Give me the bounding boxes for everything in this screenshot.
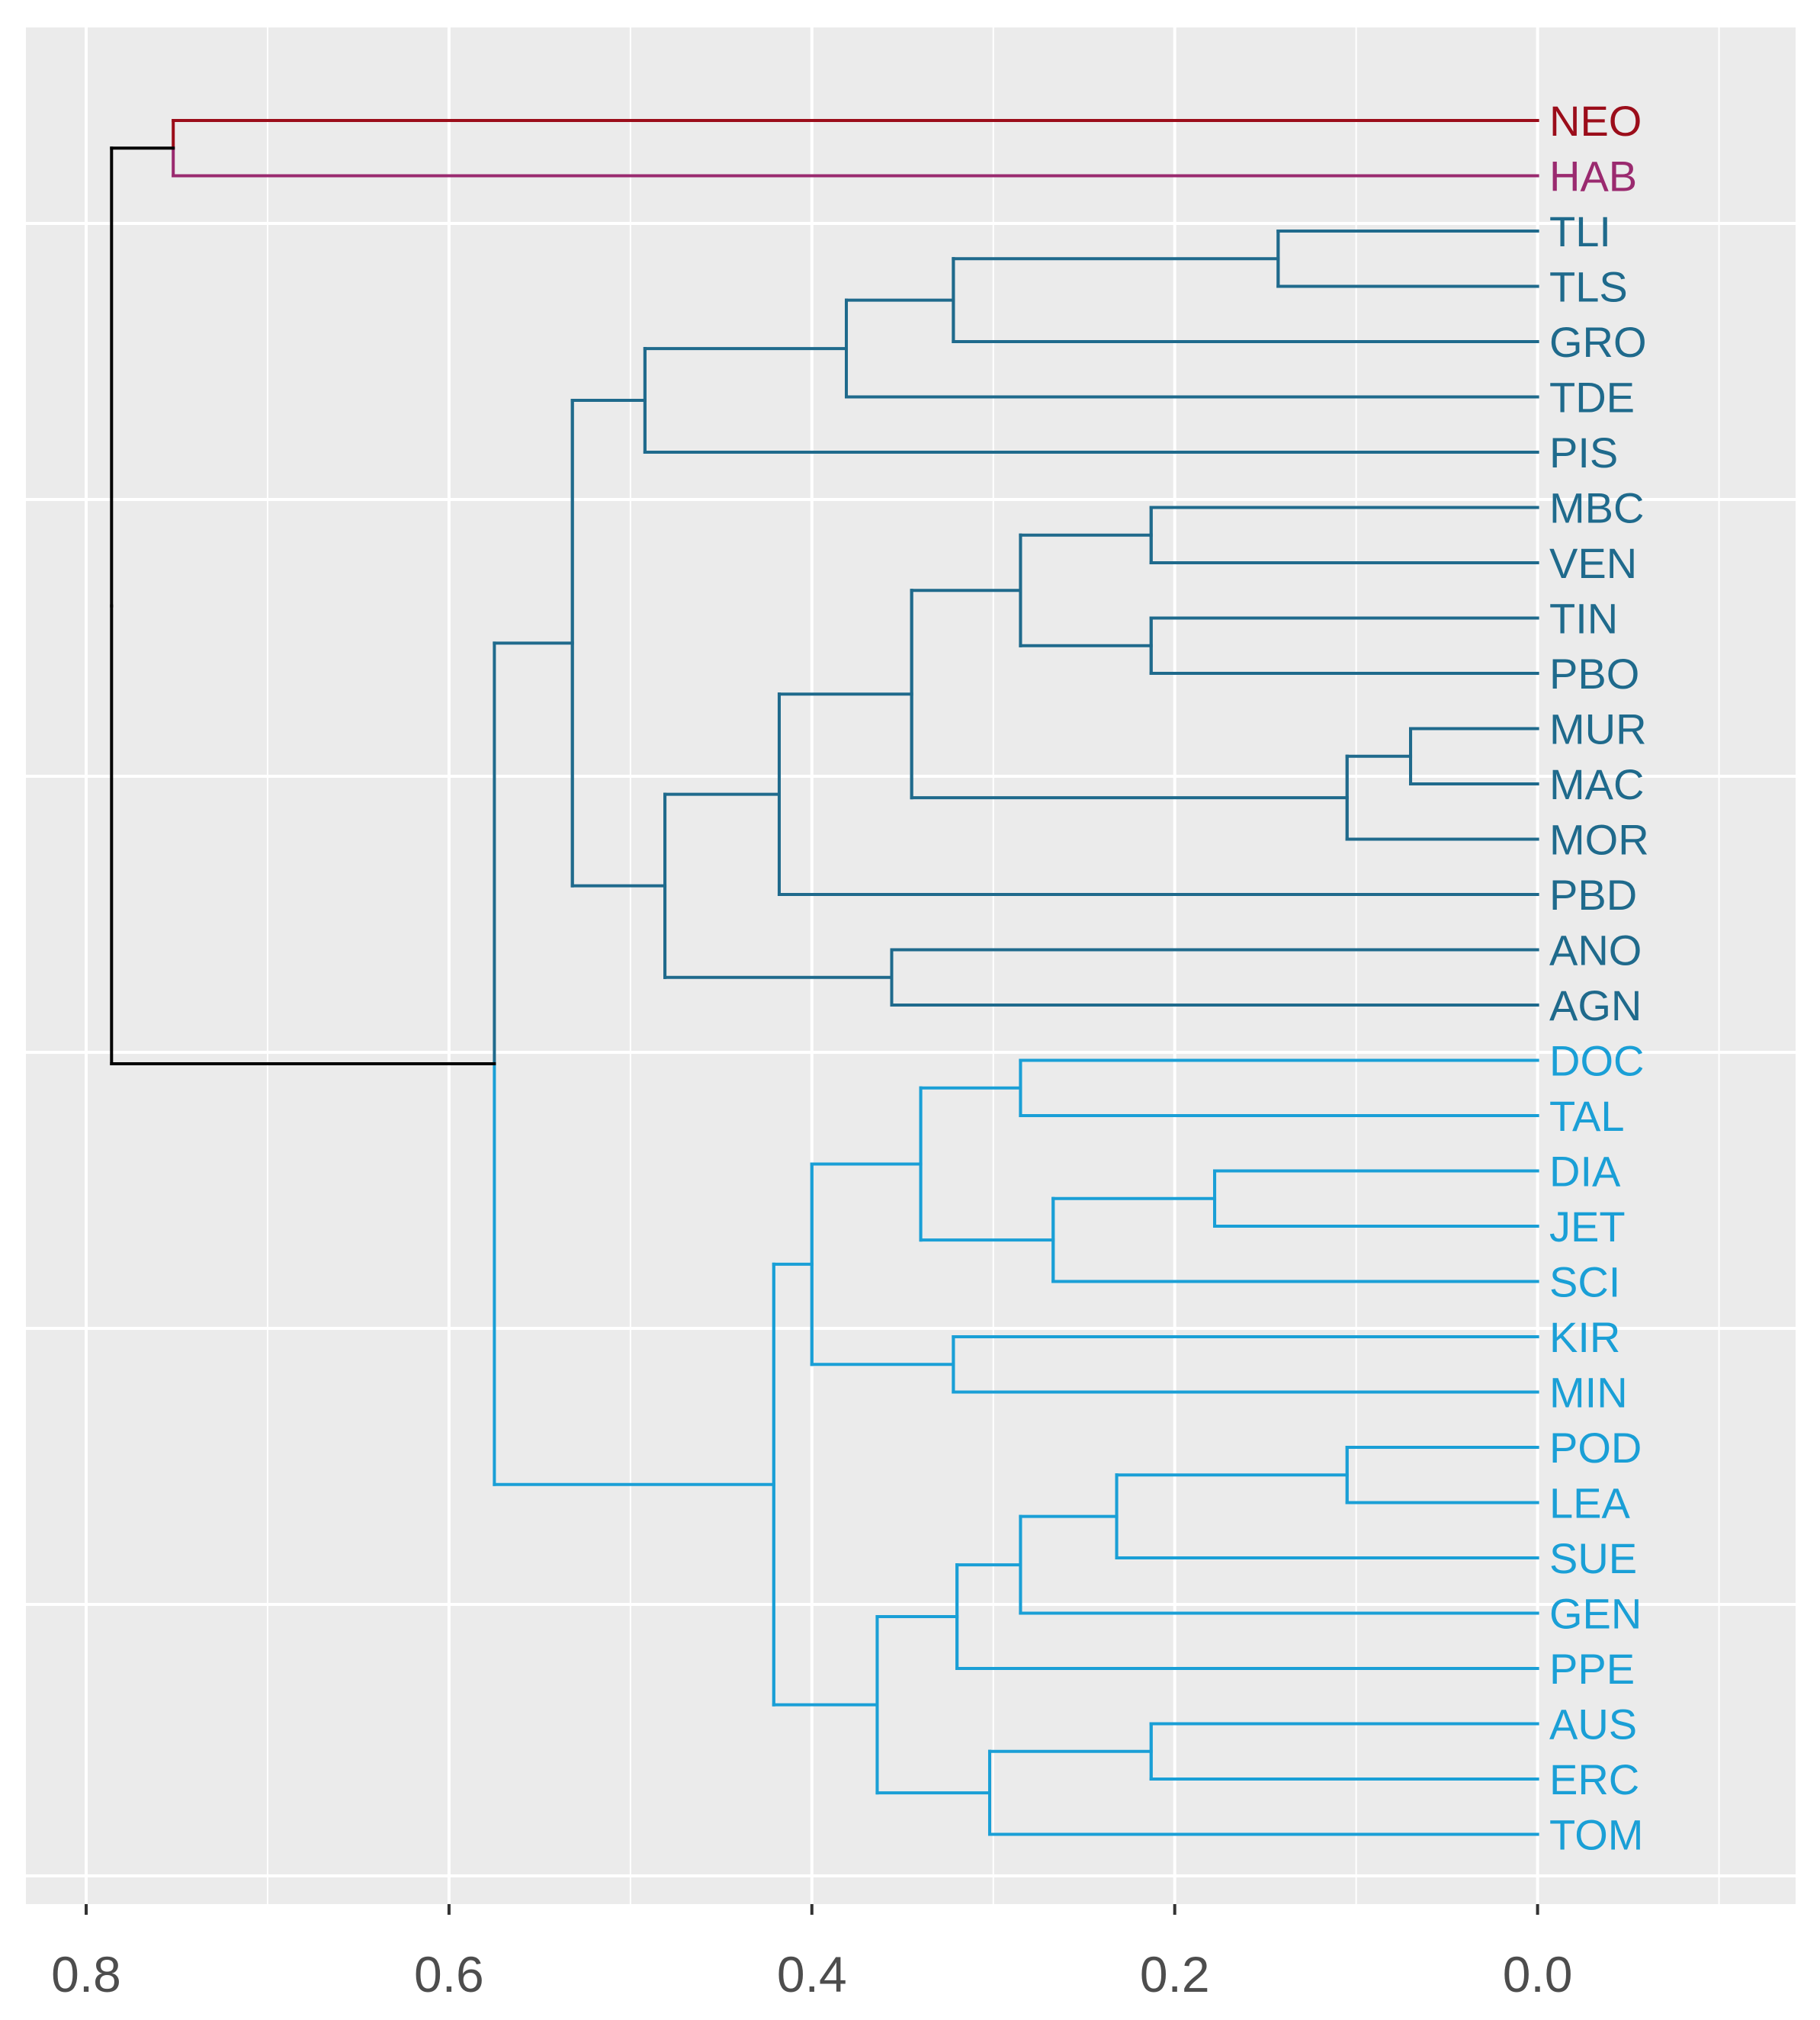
leaf-labels: NEO HAB TLI TLS GRO TDE PIS MBC VEN TIN PBO MUR MAC M… bbox=[1549, 97, 1649, 1859]
leaf-label: AGN bbox=[1549, 981, 1642, 1029]
x-tick-label: 0.2 bbox=[1140, 1946, 1210, 2002]
x-tick-label: 0.0 bbox=[1503, 1946, 1573, 2002]
leaf-label: VEN bbox=[1549, 539, 1637, 587]
leaf-label: ANO bbox=[1549, 927, 1642, 975]
leaf-label: JET bbox=[1549, 1203, 1626, 1251]
x-tick-label: 0.4 bbox=[777, 1946, 847, 2002]
leaf-label: TDE bbox=[1549, 374, 1635, 422]
leaf-label: TLI bbox=[1549, 207, 1611, 255]
dendrogram-branches bbox=[110, 119, 1539, 1836]
leaf-label: GRO bbox=[1549, 318, 1647, 366]
leaf-label: PPE bbox=[1549, 1645, 1635, 1693]
leaf-label: TAL bbox=[1549, 1092, 1625, 1140]
leaf-label: MUR bbox=[1549, 705, 1647, 753]
leaf-label: PIS bbox=[1549, 429, 1618, 477]
leaf-label: TOM bbox=[1549, 1811, 1643, 1859]
leaf-label: HAB bbox=[1549, 153, 1637, 201]
leaf-label: MAC bbox=[1549, 760, 1644, 808]
leaf-label: PBO bbox=[1549, 650, 1639, 698]
x-tick-label: 0.6 bbox=[414, 1946, 484, 2002]
leaf-label: LEA bbox=[1549, 1479, 1630, 1527]
x-tick-label: 0.8 bbox=[51, 1946, 121, 2002]
leaf-label: DIA bbox=[1549, 1148, 1621, 1196]
leaf-label: KIR bbox=[1549, 1313, 1620, 1361]
plot-panel bbox=[26, 27, 1796, 1904]
leaf-label: NEO bbox=[1549, 97, 1642, 145]
leaf-label: DOC bbox=[1549, 1037, 1644, 1085]
leaf-label: GEN bbox=[1549, 1590, 1642, 1638]
leaf-label: MBC bbox=[1549, 484, 1644, 532]
leaf-label: MIN bbox=[1549, 1369, 1628, 1417]
leaf-label: PBD bbox=[1549, 871, 1637, 919]
leaf-label: POD bbox=[1549, 1424, 1642, 1472]
leaf-label: TLS bbox=[1549, 263, 1628, 311]
leaf-label: ERC bbox=[1549, 1755, 1639, 1803]
leaf-label: MOR bbox=[1549, 816, 1649, 864]
leaf-label: SCI bbox=[1549, 1258, 1620, 1306]
leaf-label: SUE bbox=[1549, 1534, 1637, 1582]
x-axis: 0.8 0.6 0.4 0.2 0.0 bbox=[51, 1904, 1572, 2002]
leaf-label: TIN bbox=[1549, 595, 1618, 643]
leaf-label: AUS bbox=[1549, 1700, 1637, 1749]
